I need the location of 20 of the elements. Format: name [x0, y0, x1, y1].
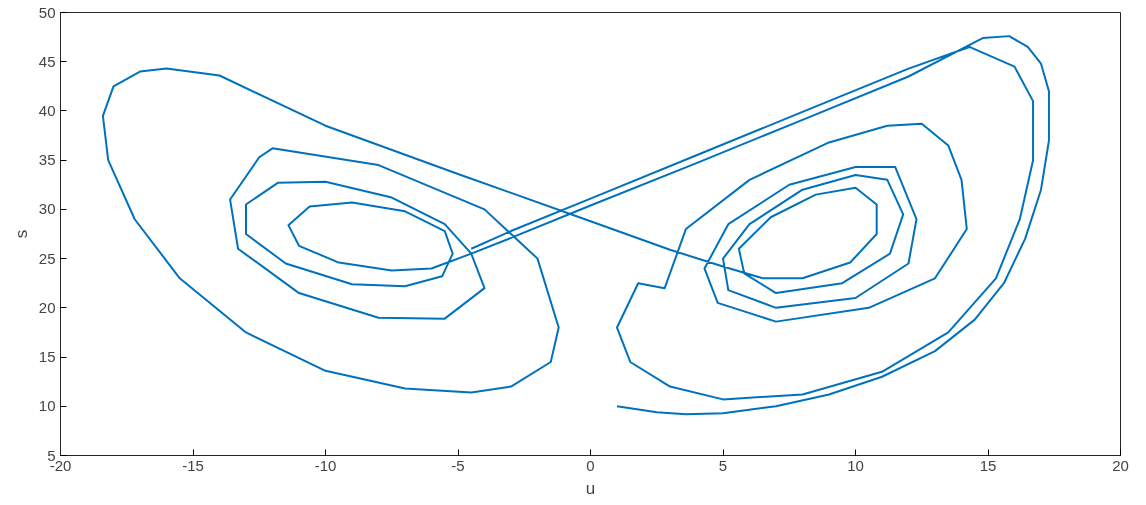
y-tick-label: 25: [38, 249, 56, 267]
y-tick-label: 40: [38, 101, 56, 119]
y-tick-label: 20: [38, 298, 56, 316]
y-axis-title: s: [11, 229, 31, 239]
x-tick-label: 10: [847, 456, 864, 474]
y-tick-label: 15: [38, 348, 56, 366]
x-tick-label: 5: [718, 456, 728, 474]
y-tick-label: 50: [38, 3, 56, 21]
x-tick-label: -5: [451, 456, 465, 474]
y-tick-label: 10: [38, 397, 56, 415]
y-tick-label: 35: [38, 151, 56, 169]
x-tick-label: -15: [182, 456, 204, 474]
x-tick-label: 0: [586, 456, 595, 474]
y-tick-label: 30: [38, 200, 56, 218]
x-axis-title: u: [585, 478, 596, 498]
line-series: [101, 35, 1050, 416]
x-tick-label: 20: [1112, 456, 1129, 474]
y-tick-label: 45: [38, 52, 56, 70]
x-tick-label: 15: [979, 456, 997, 474]
x-tick-label: -10: [314, 456, 337, 474]
